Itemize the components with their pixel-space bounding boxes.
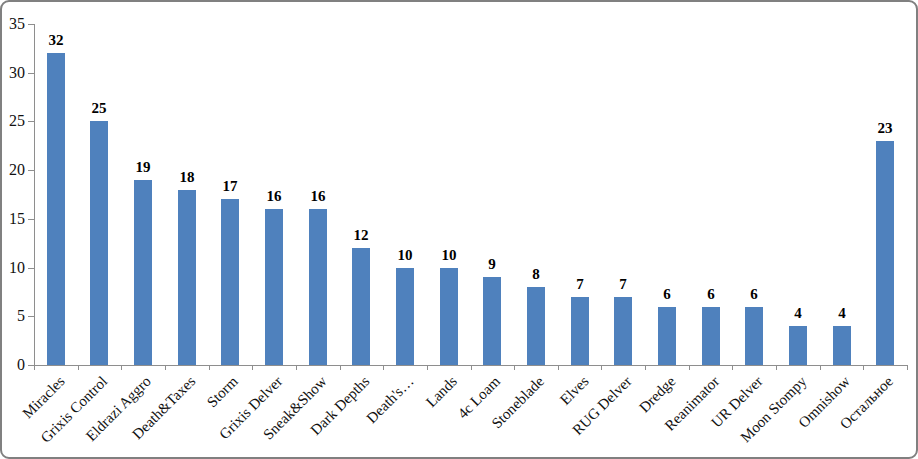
bar-value-label: 19 [121,159,165,176]
x-axis-tick [471,365,472,370]
bar-value-label: 4 [776,305,820,322]
x-axis-tick [601,365,602,370]
y-axis-tick [28,268,34,269]
bar [876,141,894,365]
bar-value-label: 32 [34,32,78,49]
y-axis-line [34,24,35,365]
bar-value-label: 17 [208,178,252,195]
x-axis-tick [34,365,35,370]
x-axis-tick [383,365,384,370]
bar [440,268,458,365]
bar-value-label: 7 [601,276,645,293]
x-axis-category-label: Lands [423,373,460,410]
x-axis-tick [296,365,297,370]
bar [571,297,589,365]
bar [396,268,414,365]
bar-value-label: 16 [252,188,296,205]
y-axis-tick-label: 10 [2,259,25,277]
y-axis-tick [28,170,34,171]
bar-value-label: 10 [427,247,471,264]
bar-value-label: 12 [339,227,383,244]
bar [221,199,239,365]
bar-value-label: 25 [77,100,121,117]
bar [745,307,763,365]
bar-value-label: 7 [558,276,602,293]
bar [527,287,545,365]
x-axis-tick [340,365,341,370]
x-axis-tick [514,365,515,370]
x-axis-tick [558,365,559,370]
x-axis-tick [820,365,821,370]
y-axis-tick-label: 25 [2,112,25,130]
bar-value-label: 16 [296,188,340,205]
bar [134,180,152,365]
bar [47,53,65,365]
y-axis-tick-label: 35 [2,15,25,33]
x-axis-tick [252,365,253,370]
bar-value-label: 23 [863,120,907,137]
y-axis-tick [28,316,34,317]
bar [702,307,720,365]
bar-value-label: 6 [732,286,776,303]
y-axis-tick [28,24,34,25]
x-axis-tick [645,365,646,370]
bar-chart-plot-area: 0510152025303532Miracles25Grixis Control… [2,2,916,457]
y-axis-tick-label: 0 [2,356,25,374]
bar [265,209,283,365]
x-axis-tick [863,365,864,370]
y-axis-tick [28,219,34,220]
bar [90,121,108,365]
x-axis-tick [121,365,122,370]
x-axis-category-label: Elves [556,373,591,408]
bar-value-label: 6 [645,286,689,303]
x-axis-tick [165,365,166,370]
y-axis-tick-label: 20 [2,161,25,179]
x-axis-tick [427,365,428,370]
x-axis-tick [209,365,210,370]
bar-value-label: 9 [470,256,514,273]
x-axis-tick [732,365,733,370]
x-axis-tick [776,365,777,370]
bar [658,307,676,365]
bar [178,190,196,365]
y-axis-tick-label: 30 [2,64,25,82]
bar [483,277,501,365]
y-axis-tick-label: 15 [2,210,25,228]
x-axis-tick [78,365,79,370]
bar-value-label: 6 [689,286,733,303]
y-axis-tick [28,73,34,74]
bar-value-label: 8 [514,266,558,283]
bar-value-label: 4 [820,305,864,322]
bar-value-label: 10 [383,247,427,264]
bar [352,248,370,365]
x-axis-category-label: Death's… [363,373,416,426]
x-axis-tick [907,365,908,370]
chart-frame: 0510152025303532Miracles25Grixis Control… [0,0,918,459]
x-axis-tick [689,365,690,370]
x-axis-category-label: Dredge [636,373,679,416]
bar [789,326,807,365]
y-axis-tick-label: 5 [2,307,25,325]
bar-value-label: 18 [165,169,209,186]
bar [833,326,851,365]
bar [614,297,632,365]
x-axis-category-label: Storm [204,373,241,410]
y-axis-tick [28,121,34,122]
bar [309,209,327,365]
